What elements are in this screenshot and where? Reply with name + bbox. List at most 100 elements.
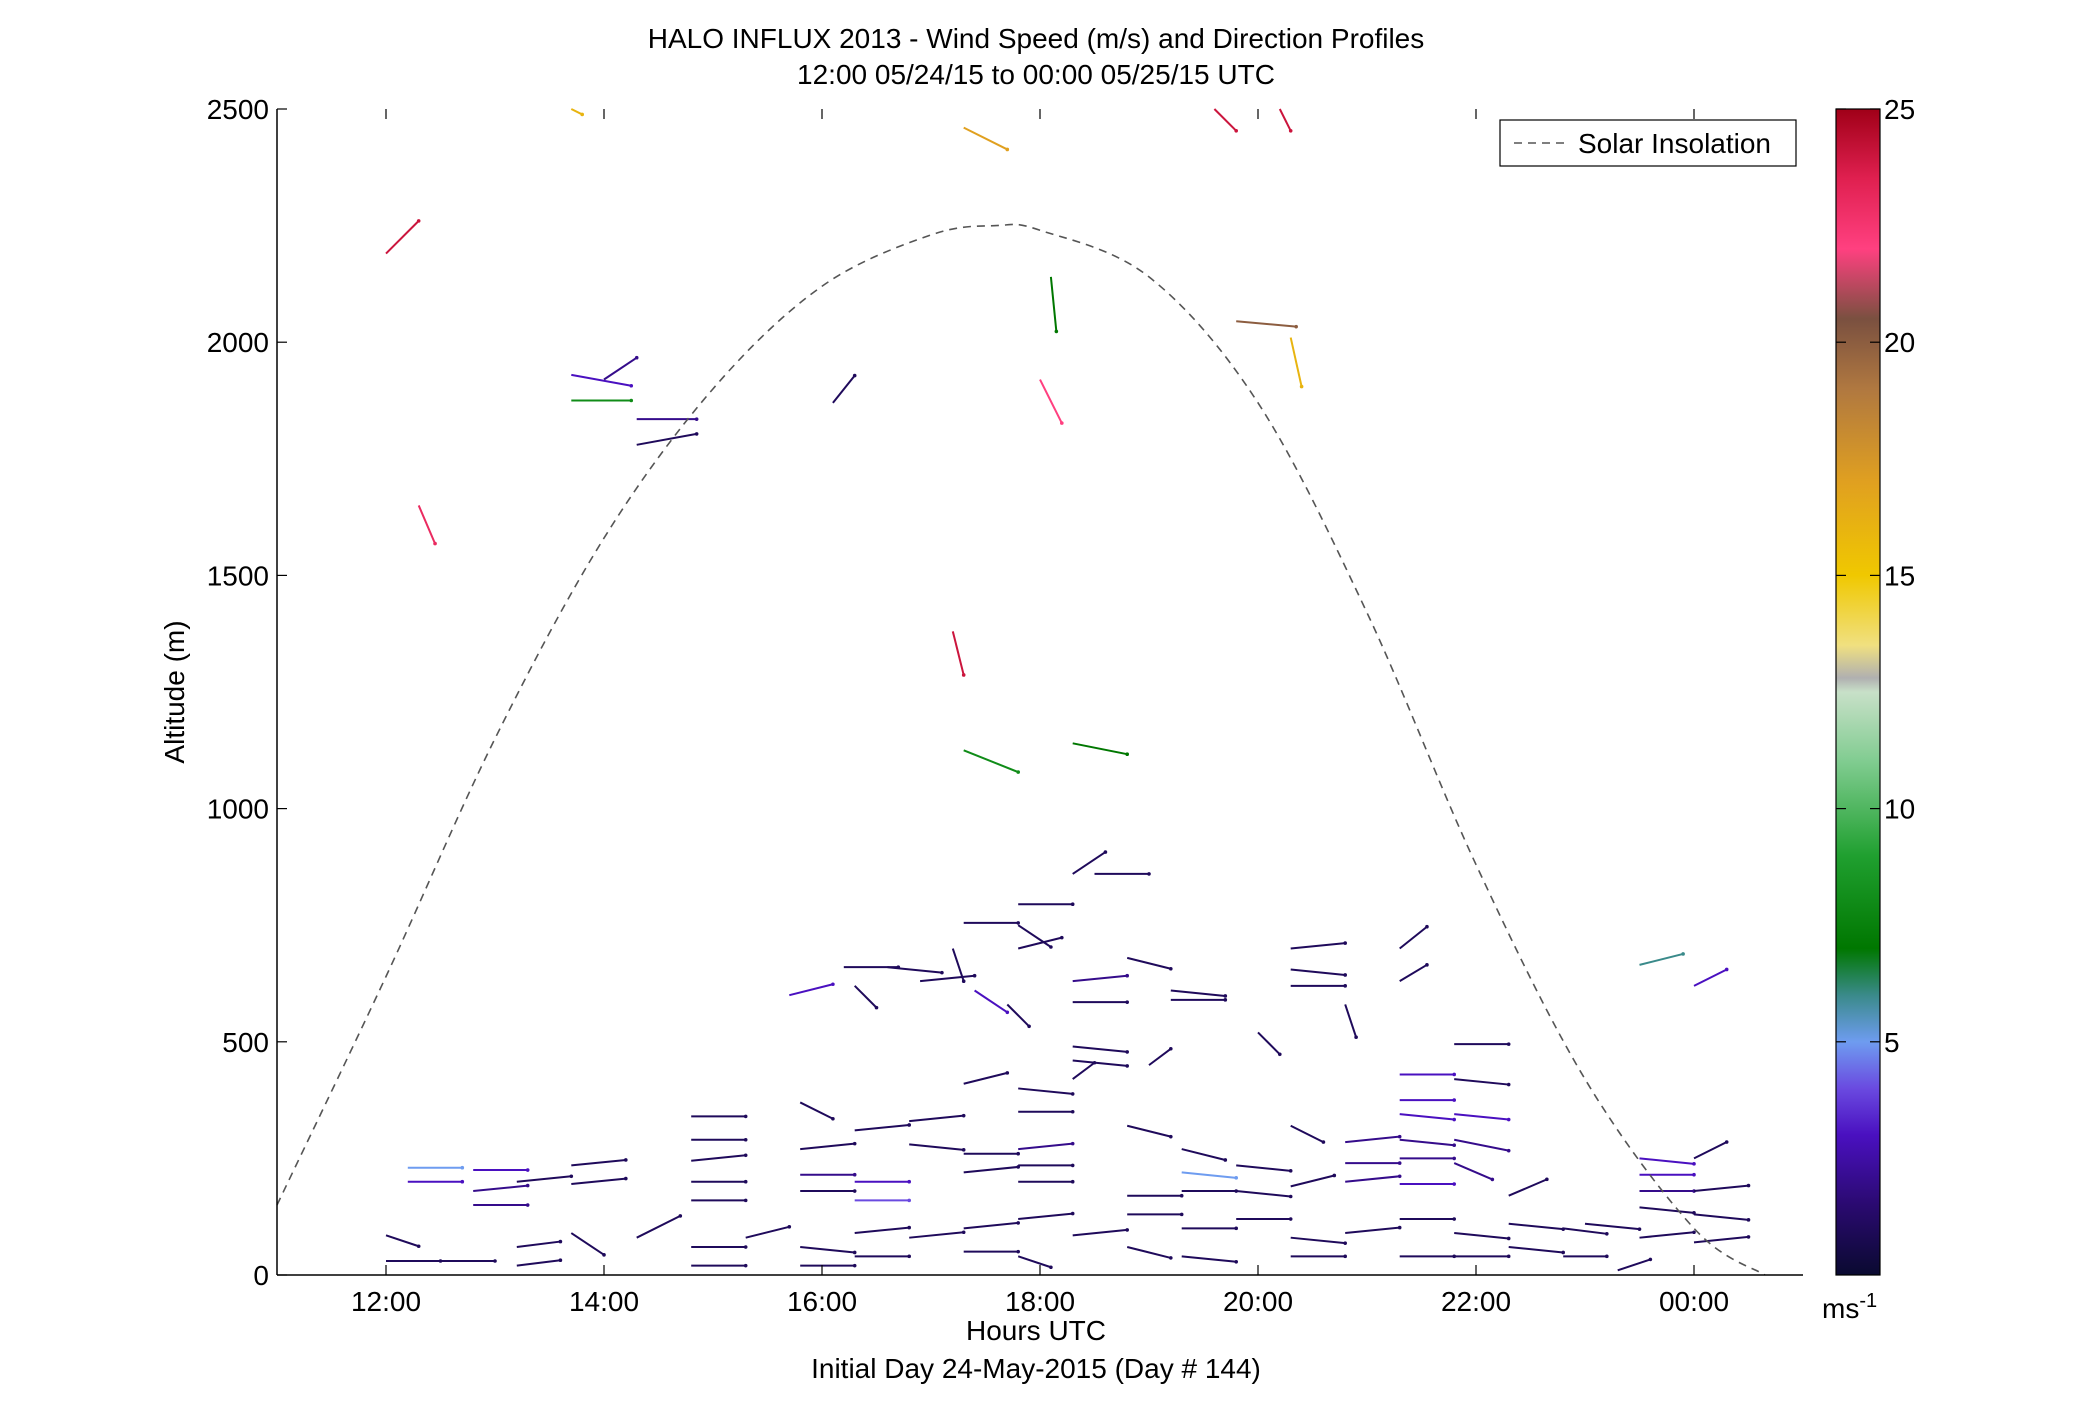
wind-vector — [887, 966, 942, 974]
plot-frame — [277, 109, 1803, 1275]
wind-vector-head — [1692, 1162, 1696, 1166]
wind-vector-head — [1016, 921, 1020, 925]
wind-vector-head — [1169, 1134, 1173, 1139]
wind-vector-head — [907, 1123, 911, 1127]
wind-vector-head — [972, 973, 977, 978]
wind-vector — [1072, 851, 1106, 875]
y-axis-label: Altitude (m) — [159, 620, 190, 763]
wind-vector — [1290, 1236, 1346, 1245]
wind-vector — [691, 1154, 746, 1162]
wind-vector-head — [1169, 966, 1173, 971]
wind-vector-head — [907, 1254, 911, 1259]
wind-vector — [1126, 1246, 1172, 1259]
legend: Solar Insolation — [1499, 119, 1797, 167]
wind-vector-head — [852, 1189, 857, 1193]
x-tick-label: 14:00 — [569, 1286, 639, 1317]
x-tick-label: 00:00 — [1659, 1286, 1729, 1317]
wind-vector-head — [831, 1116, 835, 1121]
colorbar-tick-label: 15 — [1884, 560, 1915, 591]
wind-vector-head — [1169, 1046, 1173, 1051]
wind-vector-head — [558, 1258, 563, 1263]
wind-vector — [570, 108, 583, 116]
wind-vector — [1453, 1162, 1493, 1181]
wind-vector-head — [460, 1179, 465, 1184]
colorbar-tick-label: 10 — [1884, 794, 1915, 825]
x-tick-label: 20:00 — [1223, 1286, 1293, 1317]
wind-vector-head — [743, 1153, 748, 1158]
wind-vector-head — [743, 1198, 748, 1203]
wind-vector — [1399, 1138, 1455, 1147]
wind-vector-head — [1605, 1254, 1609, 1259]
wind-vector — [473, 1184, 528, 1193]
wind-vector-head — [1016, 1221, 1020, 1225]
wind-vector-head — [1027, 1024, 1031, 1029]
y-tick-label: 0 — [253, 1260, 269, 1291]
wind-vector-head — [1147, 872, 1151, 876]
wind-vector — [1018, 1212, 1073, 1221]
wind-vector — [1236, 1164, 1291, 1172]
x-axis-ticks: 12:00 14:00 16:00 18:00 20:00 22:00 00:00 — [351, 109, 1729, 1317]
wind-vector — [1399, 1113, 1455, 1121]
wind-vector — [1639, 1231, 1695, 1239]
wind-vector — [1290, 968, 1346, 976]
wind-vector — [963, 1071, 1008, 1085]
wind-vector-head — [787, 1224, 792, 1229]
wind-vector-head — [1179, 1212, 1184, 1217]
wind-vector-head — [1005, 1010, 1010, 1015]
wind-vector — [1181, 1148, 1226, 1161]
wind-vector — [1017, 1255, 1052, 1269]
wind-vector-head — [624, 1158, 628, 1162]
wind-vector — [636, 432, 697, 446]
wind-vector — [854, 1123, 910, 1132]
wind-vector — [1508, 1222, 1564, 1231]
wind-vector-head — [743, 1114, 748, 1119]
wind-vector — [1170, 989, 1226, 997]
wind-vector-head — [831, 982, 835, 987]
wind-vector — [789, 983, 834, 997]
wind-vector-head — [1490, 1177, 1495, 1182]
wind-vector — [745, 1225, 790, 1239]
wind-vector-head — [961, 1148, 966, 1152]
wind-vector-head — [1506, 1117, 1511, 1122]
wind-vector — [1584, 1222, 1640, 1231]
x-axis-sublabel: Initial Day 24-May-2015 (Day # 144) — [811, 1353, 1261, 1384]
colorbar-unit-base: ms — [1822, 1293, 1859, 1324]
wind-vector-head — [525, 1183, 530, 1188]
wind-vector-head — [1452, 1072, 1456, 1077]
wind-vector-head — [1125, 1228, 1129, 1232]
wind-vector-head — [1724, 967, 1729, 972]
wind-vector — [1290, 942, 1346, 950]
y-tick-label: 500 — [222, 1027, 269, 1058]
wind-vector-head — [1506, 1236, 1511, 1241]
colorbar-tick-label: 5 — [1884, 1027, 1900, 1058]
wind-vector-head — [1397, 1225, 1402, 1230]
wind-vector-head — [1005, 1071, 1010, 1075]
wind-vector — [800, 1246, 855, 1254]
wind-vector — [1236, 1190, 1291, 1198]
wind-vector-head — [1692, 1172, 1696, 1177]
wind-vector — [603, 356, 638, 381]
wind-vector — [1018, 1142, 1073, 1151]
wind-vector-head — [1060, 421, 1064, 425]
wind-vector — [1693, 1184, 1749, 1193]
wind-vector — [385, 220, 420, 255]
wind-vector-head — [416, 1244, 421, 1249]
wind-vector-head — [525, 1203, 530, 1207]
wind-vector-head — [1070, 1163, 1075, 1168]
wind-vector — [1072, 742, 1128, 756]
wind-vector-head — [1343, 1254, 1347, 1259]
wind-vector — [1454, 1113, 1509, 1121]
x-tick-label: 22:00 — [1441, 1286, 1511, 1317]
colorbar-tick-label: 20 — [1884, 327, 1915, 358]
wind-vector-head — [961, 673, 966, 677]
wind-vector — [1213, 108, 1237, 132]
wind-vector-head — [558, 1239, 563, 1244]
wind-vector-head — [1506, 1254, 1511, 1259]
wind-vector-head — [907, 1179, 911, 1184]
wind-vector-head — [961, 979, 966, 984]
wind-vector-head — [1278, 1052, 1282, 1057]
wind-vector — [1563, 1227, 1607, 1235]
wind-vector-head — [1452, 1098, 1456, 1102]
wind-vector-head — [1452, 1156, 1456, 1161]
wind-vector — [516, 1240, 561, 1249]
